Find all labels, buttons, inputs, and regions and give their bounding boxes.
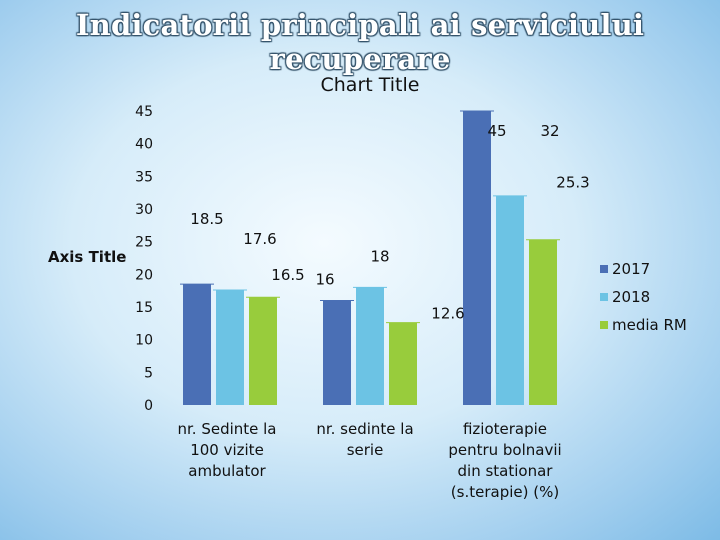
x-category-label-2: nr. sedinte la serie [316,420,413,459]
bar-media-rm-3 [529,239,557,405]
legend-label-2017: 2017 [612,260,651,278]
y-tick-label: 15 [135,300,153,316]
legend-swatch-2018 [600,293,608,301]
bar-2018-2 [356,287,384,405]
y-tick-label: 0 [144,398,153,414]
data-label-2018-1: 17.6 [243,230,276,248]
bar-2018-3 [496,195,524,405]
y-axis-title: Axis Title [48,248,127,266]
y-tick-label: 45 [135,104,153,120]
slide-title: Indicatorii principali ai serviciului re… [75,8,645,76]
bar-2017-2 [323,300,351,405]
chart-title: Chart Title [320,74,420,96]
y-tick-label: 5 [144,365,153,381]
data-label-2017-3: 45 [487,122,506,140]
bar-media-rm-2 [389,322,417,405]
y-tick-label: 25 [135,235,153,251]
bar-media-rm-1 [249,297,277,405]
legend-item-media-rm: media RM [600,311,687,339]
legend-item-2017: 2017 [600,255,687,283]
data-label-media-rm-3: 25.3 [556,174,589,192]
y-tick-label: 40 [135,137,153,153]
data-label-2018-2: 18 [370,247,389,265]
legend-label-2018: 2018 [612,288,651,306]
legend-item-2018: 2018 [600,283,687,311]
data-label-2017-2: 16 [315,270,334,288]
legend-swatch-2017 [600,265,608,273]
y-tick-label: 35 [135,169,153,185]
x-category-label-1: nr. Sedinte la 100 vizite ambulator [177,420,276,480]
legend-label-media-rm: media RM [612,316,687,334]
y-tick-label: 10 [135,333,153,349]
legend-swatch-media-rm [600,321,608,329]
bar-2017-1 [183,284,211,405]
x-category-label-3: fizioterapie pentru bolnavii din stationar… [448,420,561,501]
bar-2017-3 [463,111,491,405]
y-tick-label: 20 [135,267,153,283]
data-label-2018-3: 32 [540,122,559,140]
chart-legend: 2017 2018 media RM [600,255,687,339]
data-label-2017-1: 18.5 [190,210,223,228]
data-label-media-rm-2: 12.6 [431,305,464,323]
bar-2018-1 [216,290,244,405]
data-label-media-rm-1: 16.5 [271,266,304,284]
y-tick-label: 30 [135,202,153,218]
